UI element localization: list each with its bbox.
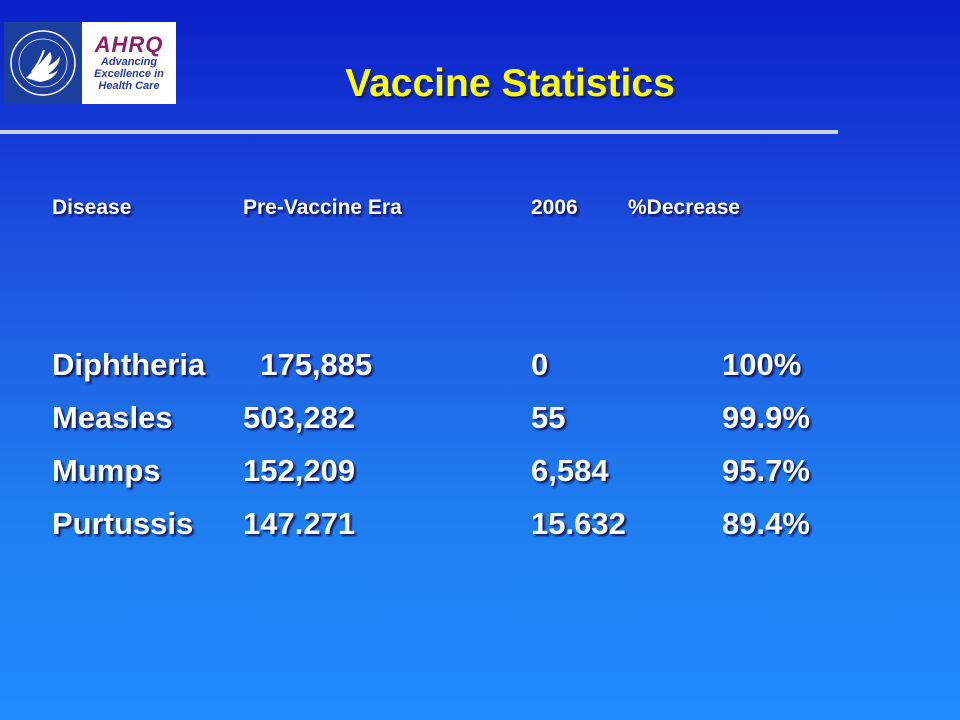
logo-block: AHRQ Advancing Excellence in Health Care [4, 22, 176, 104]
cell-pre-vaccine: 152,209 [243, 453, 356, 488]
cell-2006: 6,584 [531, 453, 609, 488]
header-2006: 2006 [531, 196, 578, 219]
table-row: Diphtheria 175,885 0 100% [0, 347, 960, 527]
cell-pre-vaccine: 503,282 [243, 400, 356, 435]
ahrq-tagline-2: Excellence in [94, 68, 164, 80]
table-row: Purtussis 147.271 15.632 89.4% [0, 506, 960, 686]
cell-disease: Diphtheria [52, 347, 206, 382]
cell-2006: 15.632 [531, 506, 626, 541]
ahrq-tagline-1: Advancing [100, 56, 158, 68]
title-divider [0, 130, 838, 134]
cell-2006: 0 [531, 347, 549, 382]
cell-pre-vaccine: 175,885 [243, 347, 373, 382]
header-percent-decrease: %Decrease [628, 196, 741, 219]
table-row: Mumps 152,209 6,584 95.7% [0, 453, 960, 633]
ahrq-tagline-3: Health Care [98, 80, 160, 92]
table-header: Disease Pre-Vaccine Era 2006 %Decrease [0, 196, 960, 316]
cell-disease: Purtussis [52, 506, 194, 541]
cell-pre-vaccine: 147.271 [243, 506, 356, 541]
slide-title: Vaccine Statistics [345, 62, 675, 105]
cell-decrease: 89.4% [722, 506, 810, 541]
cell-disease: Mumps [52, 453, 161, 488]
table-row: Measles 503,282 55 99.9% [0, 400, 960, 580]
hhs-eagle-seal-icon [4, 22, 82, 104]
cell-decrease: 95.7% [722, 453, 810, 488]
ahrq-mark: AHRQ [94, 32, 164, 57]
header-pre-vaccine-era: Pre-Vaccine Era [243, 196, 402, 219]
cell-decrease: 99.9% [722, 400, 810, 435]
cell-decrease: 100% [722, 347, 802, 382]
ahrq-logo: AHRQ Advancing Excellence in Health Care [82, 22, 176, 104]
cell-2006: 55 [531, 400, 566, 435]
cell-disease: Measles [52, 400, 173, 435]
header-disease: Disease [52, 196, 132, 219]
